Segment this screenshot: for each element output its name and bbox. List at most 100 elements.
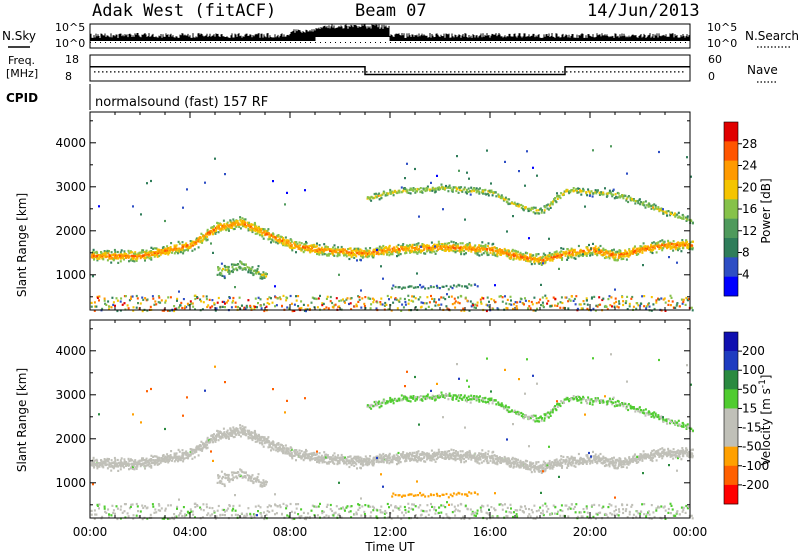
- noise-search-dot: [545, 42, 546, 43]
- echo-cell: [232, 504, 235, 508]
- echo-cell: [592, 307, 595, 310]
- echo-cell: [582, 250, 585, 253]
- echo-cell: [228, 296, 231, 300]
- echo-cell: [394, 285, 397, 289]
- echo-cell: [420, 301, 423, 304]
- echo-cell: [414, 286, 417, 289]
- echo-cell: [588, 243, 590, 247]
- echo-cell: [665, 243, 668, 246]
- echo-cell: [228, 272, 231, 275]
- echo-cell: [345, 250, 348, 253]
- echo-cell: [610, 145, 612, 148]
- echo-cell: [135, 259, 138, 262]
- echo-cell: [428, 301, 431, 304]
- echo-cell: [143, 464, 146, 467]
- echo-cell: [451, 287, 454, 290]
- echo-cell: [323, 516, 326, 519]
- echo-cell: [110, 251, 113, 254]
- echo-cell: [303, 249, 306, 252]
- echo-cell: [195, 450, 198, 453]
- echo-cell: [667, 239, 670, 242]
- echo-cell: [330, 248, 333, 251]
- echo-cell: [248, 221, 251, 224]
- echo-cell: [540, 283, 542, 286]
- echo-cell: [194, 294, 197, 297]
- echo-cell: [600, 191, 603, 194]
- echo-cell: [261, 235, 264, 238]
- echo-cell: [669, 294, 672, 297]
- echo-cell: [470, 186, 473, 189]
- echo-cell: [640, 245, 643, 248]
- echo-cell: [612, 188, 615, 191]
- echo-cell: [660, 207, 663, 210]
- echo-cell: [238, 225, 241, 228]
- echo-cell: [682, 245, 685, 248]
- echo-cell: [454, 300, 457, 303]
- echo-cell: [282, 294, 285, 297]
- echo-cell: [138, 459, 141, 462]
- echo-cell: [667, 299, 670, 303]
- echo-cell: [315, 453, 318, 456]
- echo-cell: [214, 309, 217, 312]
- echo-cell: [259, 439, 262, 442]
- echo-cell: [281, 447, 284, 450]
- echo-cell: [444, 187, 447, 190]
- echo-cell: [512, 215, 514, 218]
- echo-cell: [340, 507, 343, 510]
- echo-cell: [295, 251, 297, 254]
- echo-cell: [499, 195, 502, 198]
- echo-cell: [112, 509, 115, 512]
- echo-cell: [450, 249, 453, 252]
- echo-cell: [202, 503, 205, 506]
- echo-cell: [338, 481, 340, 484]
- echo-cell: [602, 253, 605, 256]
- echo-cell: [197, 454, 200, 457]
- echo-cell: [366, 249, 369, 252]
- echo-cell: [243, 426, 246, 429]
- echo-cell: [250, 307, 253, 310]
- echo-cell: [105, 303, 108, 306]
- echo-cell: [504, 198, 507, 201]
- echo-cell: [235, 267, 238, 270]
- echo-cell: [532, 254, 535, 257]
- echo-cell: [355, 463, 358, 466]
- echo-cell: [641, 251, 644, 254]
- echo-cell: [442, 208, 444, 211]
- echo-cell: [202, 295, 205, 298]
- echo-cell: [304, 246, 307, 249]
- echo-cell: [216, 481, 219, 484]
- echo-cell: [116, 250, 119, 254]
- echo-cell: [284, 451, 287, 454]
- echo-cell: [662, 242, 665, 245]
- echo-cell: [263, 484, 266, 487]
- echo-cell: [155, 303, 158, 306]
- echo-cell: [575, 295, 578, 298]
- echo-cell: [655, 244, 658, 247]
- echo-cell: [597, 246, 600, 249]
- echo-cell: [332, 253, 335, 256]
- echo-cell: [307, 304, 310, 307]
- echo-cell: [262, 271, 265, 274]
- echo-cell: [404, 177, 406, 180]
- echo-cell: [466, 299, 469, 302]
- echo-cell: [348, 252, 351, 255]
- echo-cell: [458, 284, 461, 287]
- echo-cell: [338, 249, 341, 252]
- echo-cell: [164, 460, 167, 463]
- echo-cell: [307, 249, 309, 252]
- echo-cell: [152, 247, 155, 250]
- echo-cell: [124, 295, 127, 298]
- echo-cell: [221, 482, 224, 485]
- echo-cell: [216, 301, 219, 304]
- echo-cell: [333, 254, 336, 257]
- echo-cell: [285, 241, 288, 244]
- echo-cell: [442, 285, 445, 288]
- echo-cell: [452, 241, 455, 244]
- echo-cell: [450, 295, 453, 298]
- echo-cell: [346, 460, 349, 463]
- echo-cell: [182, 460, 185, 463]
- echo-cell: [550, 305, 553, 308]
- echo-cell: [389, 191, 392, 194]
- echo-cell: [611, 249, 613, 252]
- echo-cell: [360, 249, 363, 252]
